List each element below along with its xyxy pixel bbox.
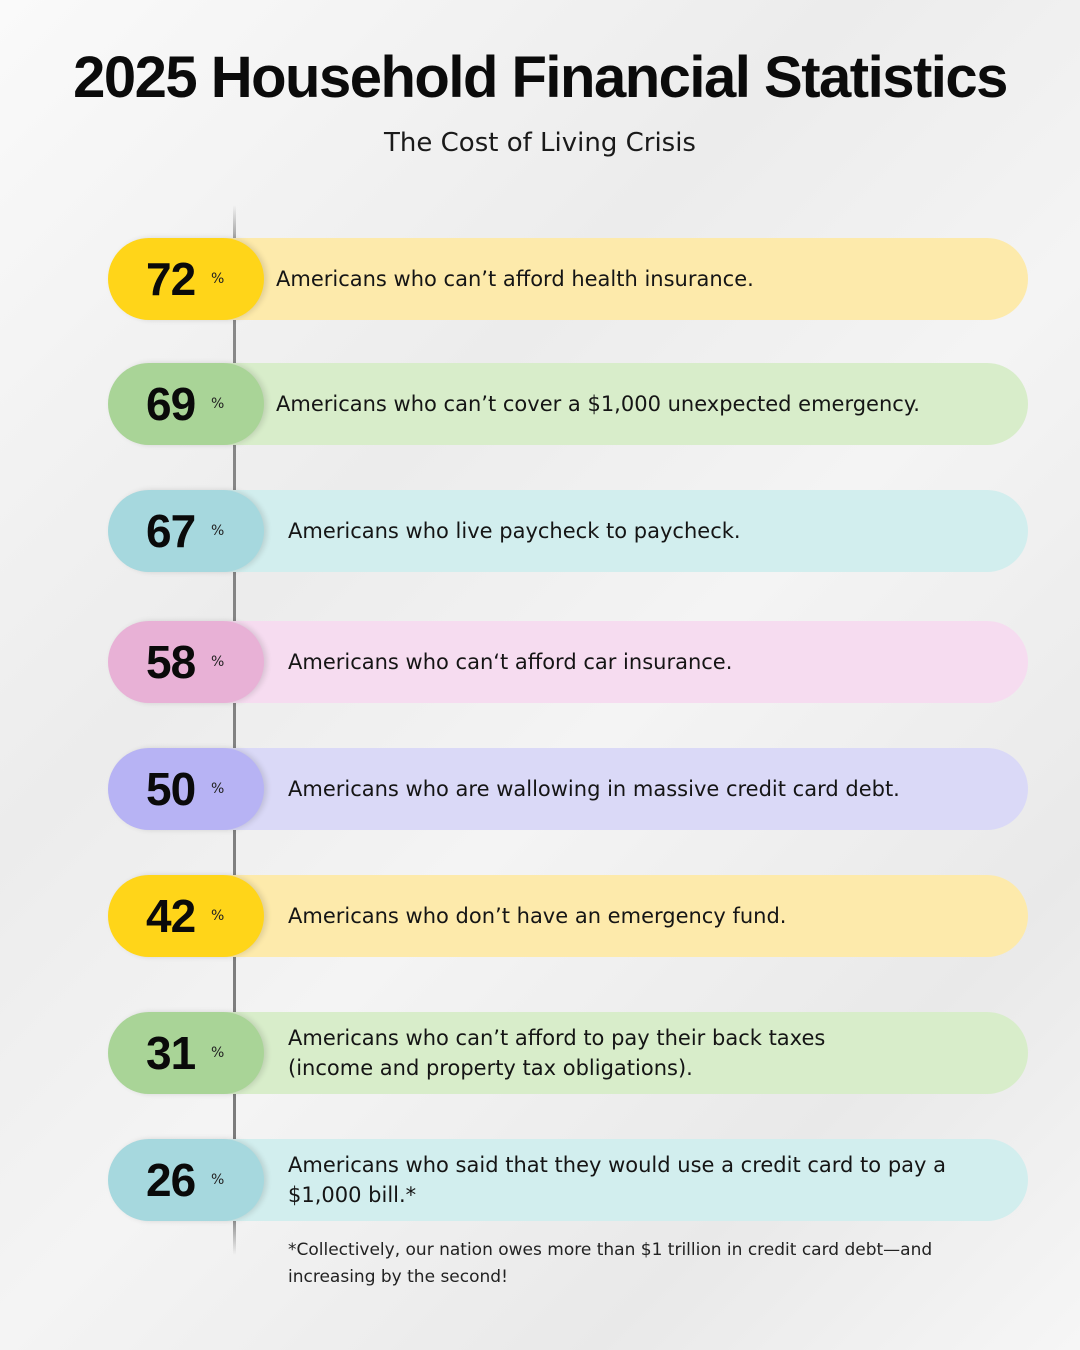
stat-label: Americans who don’t have an emergency fu… [288,904,787,928]
stat-label: Americans who live paycheck to paycheck. [288,519,741,543]
stat-value: 58 [146,636,196,688]
stat-value: 26 [146,1154,196,1206]
footnote: *Collectively, our nation owes more than… [288,1240,933,1287]
stat-value-pill: 58% [108,621,264,703]
stat-bar [178,1012,1028,1094]
stat-bar [178,875,1028,957]
stat-row: 31% Americans who can’t afford to pay the… [108,1012,1028,1094]
stat-unit: % [211,1172,225,1188]
stat-value-pill: 67% [108,490,264,572]
stat-label: Americans who can’t afford health insura… [276,267,754,291]
stat-unit: % [211,523,225,539]
stat-value-pill: 42% [108,875,264,957]
stat-row: 26% Americans who said that they would us… [108,1139,1028,1221]
stat-value: 72 [146,253,196,305]
stat-bar [178,748,1028,830]
timeline-line [233,205,236,1255]
stat-label: Americans who can’t afford to pay their … [288,1026,826,1080]
stat-label: Americans who said that they would use a… [288,1153,946,1207]
stat-value-pill: 69% [108,363,264,445]
stat-value: 69 [146,378,196,430]
stat-value: 31 [146,1027,196,1079]
stat-value-pill: 72% [108,238,264,320]
stat-value-pill: 31% [108,1012,264,1094]
stat-row: 72% Americans who can’t afford health ins… [108,238,1028,320]
stat-bar [178,621,1028,703]
stat-unit: % [211,1045,225,1061]
stat-row: 67% Americans who live paycheck to payche… [108,490,1028,572]
stat-row: 58% Americans who can‘t afford car insura… [108,621,1028,703]
stat-value: 42 [146,890,196,942]
stat-value-pill: 50% [108,748,264,830]
stat-row: 42% Americans who don’t have an emergency… [108,875,1028,957]
stat-value: 67 [146,505,196,557]
stat-unit: % [211,781,225,797]
stat-label: Americans who can’t cover a $1,000 unexp… [276,392,920,416]
stat-unit: % [211,654,225,670]
stat-label: Americans who are wallowing in massive c… [288,777,900,801]
stat-unit: % [211,396,225,412]
page-subtitle: The Cost of Living Crisis [384,128,696,158]
stat-row: 69% Americans who can’t cover a $1,000 un… [108,363,1028,445]
page-title: 2025 Household Financial Statistics [73,45,1008,110]
stat-bar [178,1139,1028,1221]
stat-bar [178,363,1028,445]
stat-bar [178,490,1028,572]
stat-row: 50% Americans who are wallowing in massiv… [108,748,1028,830]
stat-value-pill: 26% [108,1139,264,1221]
stat-unit: % [211,271,225,287]
stat-value: 50 [146,763,196,815]
stat-label: Americans who can‘t afford car insurance… [288,650,733,674]
stat-bar [178,238,1028,320]
stat-unit: % [211,908,225,924]
